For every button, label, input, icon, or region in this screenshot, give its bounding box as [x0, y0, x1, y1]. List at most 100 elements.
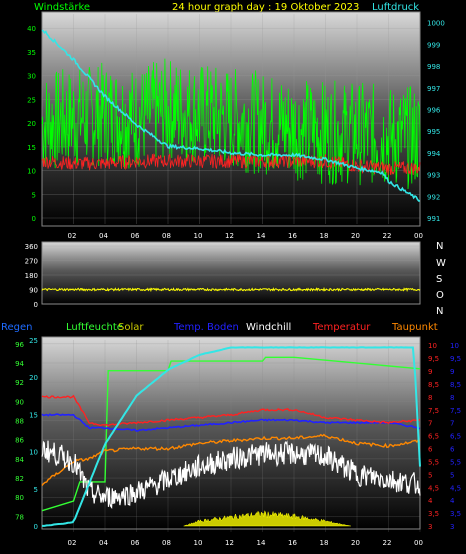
compass-o: O: [436, 290, 444, 301]
humidity-tick: 78: [15, 513, 24, 521]
legend-temp-boden: Temp. Boden: [173, 322, 239, 333]
time-tick: 16: [288, 232, 297, 240]
humidity-tick: 80: [15, 494, 24, 502]
wind-tick: 35: [27, 49, 36, 57]
time-tick: 20: [351, 539, 360, 547]
pressure-tick: 996: [427, 106, 441, 114]
time-tick: 18: [320, 539, 329, 547]
soil-temp-tick: 5: [450, 471, 454, 479]
soil-temp-tick: 9,5: [450, 355, 461, 363]
pressure-tick: 992: [427, 193, 440, 201]
series-solar: [183, 509, 351, 527]
series-regen: [42, 346, 421, 527]
time-tick: 02: [68, 539, 77, 547]
wind-tick: 20: [27, 120, 36, 128]
pressure-tick: 998: [427, 63, 440, 71]
soil-temp-tick: 3: [450, 523, 454, 531]
time-tick: 00: [414, 232, 423, 240]
legend-temperatur: Temperatur: [312, 322, 371, 333]
wind-tick: 25: [27, 96, 36, 104]
soil-temp-tick: 6: [450, 446, 455, 454]
rain-tick: 0: [34, 523, 38, 531]
temp-tick: 4: [428, 497, 433, 505]
series-luftdruck: [41, 29, 420, 202]
pressure-tick: 994: [427, 150, 441, 158]
humidity-tick: 88: [15, 418, 24, 426]
time-tick: 06: [131, 232, 140, 240]
soil-temp-tick: 9: [450, 368, 454, 376]
time-tick: 14: [257, 232, 266, 240]
series-windchill: [41, 440, 421, 510]
time-tick: 22: [383, 539, 392, 547]
wind-axis-title: Windstärke: [34, 2, 90, 13]
humidity-tick: 82: [15, 475, 24, 483]
soil-temp-tick: 7,5: [450, 407, 461, 415]
soil-temp-tick: 8,5: [450, 381, 461, 389]
time-tick: 10: [194, 539, 203, 547]
time-tick: 00: [414, 539, 423, 547]
soil-temp-tick: 4,5: [450, 484, 461, 492]
rain-tick: 5: [34, 486, 38, 494]
soil-temp-tick: 5,5: [450, 458, 461, 466]
humidity-tick: 94: [15, 360, 24, 368]
compass-n-bottom: N: [436, 306, 443, 317]
compass-w: W: [436, 258, 446, 269]
temp-tick: 5: [428, 471, 432, 479]
soil-temp-tick: 3,5: [450, 510, 461, 518]
soil-temp-tick: 4: [450, 497, 455, 505]
soil-temp-tick: 10: [450, 342, 459, 350]
wind-tick: 40: [27, 25, 36, 33]
temp-tick: 5,5: [428, 458, 439, 466]
temp-tick: 4,5: [428, 484, 439, 492]
time-tick: 10: [194, 232, 203, 240]
rain-tick: 25: [29, 337, 38, 345]
panel-wind-direction: [41, 241, 421, 305]
wind-tick: 5: [32, 191, 36, 199]
temp-tick: 9,5: [428, 355, 439, 363]
chart-title: 24 hour graph day : 19 Oktober 2023: [172, 2, 359, 13]
temp-tick: 6,5: [428, 433, 439, 441]
time-tick: 12: [225, 539, 234, 547]
pressure-tick: 991: [427, 215, 440, 223]
humidity-tick: 96: [15, 341, 24, 349]
humidity-tick: 84: [15, 456, 24, 464]
time-tick: 18: [320, 232, 329, 240]
rain-tick: 15: [29, 411, 38, 419]
temp-tick: 10: [428, 342, 437, 350]
series-taupunkt: [41, 433, 421, 487]
direction-tick: 0: [34, 301, 38, 309]
time-tick: 02: [68, 232, 77, 240]
time-tick: 08: [162, 539, 171, 547]
wind-tick: 0: [32, 215, 36, 223]
direction-tick: 360: [25, 243, 38, 251]
compass-s: S: [436, 274, 442, 285]
humidity-tick: 90: [15, 398, 24, 406]
wind-tick: 30: [27, 73, 36, 81]
temp-tick: 9: [428, 368, 432, 376]
temp-tick: 3,5: [428, 510, 439, 518]
time-tick: 22: [383, 232, 392, 240]
time-tick: 06: [131, 539, 140, 547]
time-tick: 16: [288, 539, 297, 547]
series-temperatur: [41, 153, 421, 176]
wind-tick: 10: [27, 168, 36, 176]
temp-tick: 7,5: [428, 407, 439, 415]
pressure-tick: 997: [427, 85, 440, 93]
soil-temp-tick: 6,5: [450, 433, 461, 441]
series-temperatur-panel3: [41, 394, 421, 427]
direction-tick: 270: [25, 258, 38, 266]
temp-tick: 7: [428, 420, 432, 428]
legend-windchill: Windchill: [246, 322, 291, 333]
series-windstaerke: [41, 58, 421, 190]
pressure-tick: 995: [427, 128, 440, 136]
series-windrichtung: [41, 286, 421, 293]
time-tick: 12: [225, 232, 234, 240]
temp-tick: 6: [428, 446, 433, 454]
time-tick: 04: [99, 539, 108, 547]
soil-temp-tick: 7: [450, 420, 454, 428]
temp-tick: 8: [428, 394, 432, 402]
pressure-tick: 999: [427, 41, 440, 49]
wind-tick: 15: [27, 144, 36, 152]
legend-solar: Solar: [118, 322, 144, 333]
